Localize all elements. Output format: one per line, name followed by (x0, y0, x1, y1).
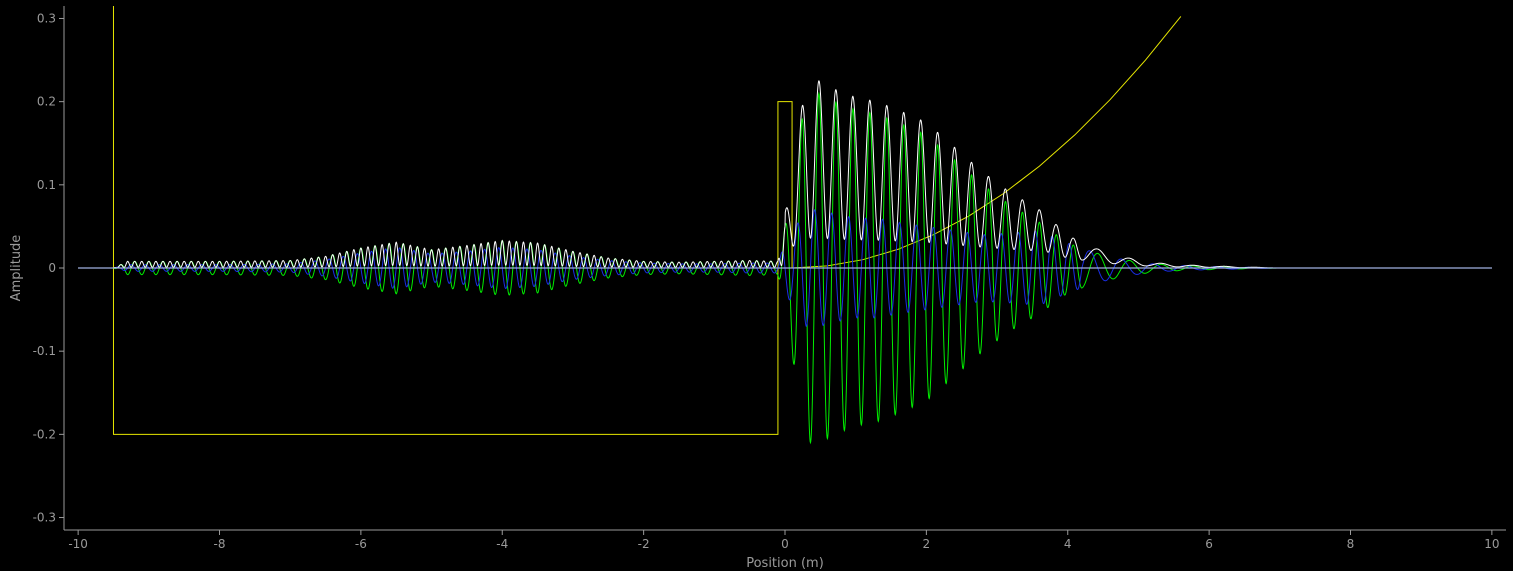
x-tick-label: -6 (355, 537, 367, 551)
y-tick-label: 0 (48, 261, 56, 275)
y-tick-label: 0.1 (37, 178, 56, 192)
x-tick-label: -8 (214, 537, 226, 551)
probability-line (78, 79, 1492, 269)
x-tick-label: -4 (496, 537, 508, 551)
x-tick-label: -10 (68, 537, 88, 551)
series-layer (78, 6, 1492, 445)
x-tick-label: 4 (1064, 537, 1072, 551)
y-axis-ticks: -0.3 -0.2 -0.1 0 0.1 0.2 0.3 (33, 11, 64, 525)
x-axis-ticks: -10 -8 -6 -4 -2 0 2 4 6 8 10 (68, 530, 1500, 551)
x-axis-label: Position (m) (746, 556, 824, 571)
y-tick-label: 0.2 (37, 95, 56, 109)
potential-line-segment (112, 6, 793, 435)
y-tick-label: 0.3 (37, 11, 56, 25)
x-tick-label: -2 (638, 537, 650, 551)
x-tick-label: 2 (923, 537, 931, 551)
x-tick-label: 0 (781, 537, 789, 551)
x-tick-label: 6 (1205, 537, 1213, 551)
x-tick-label: 8 (1347, 537, 1355, 551)
y-axis-label: Amplitude (9, 235, 24, 302)
y-tick-label: -0.2 (33, 427, 56, 441)
x-tick-label: 10 (1484, 537, 1499, 551)
y-tick-label: -0.3 (33, 511, 56, 525)
y-tick-label: -0.1 (33, 344, 56, 358)
